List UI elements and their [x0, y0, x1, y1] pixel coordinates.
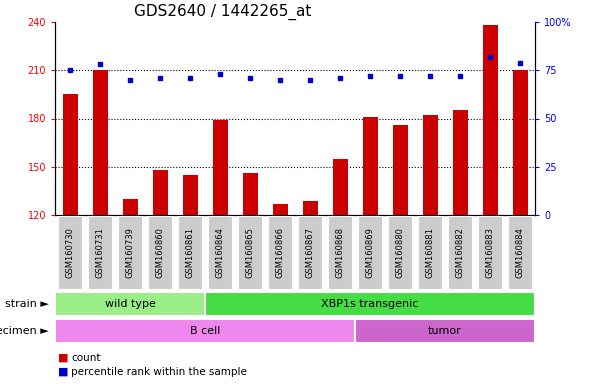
Text: GSM160864: GSM160864 — [216, 227, 225, 278]
Text: GSM160731: GSM160731 — [96, 227, 105, 278]
Text: strain ►: strain ► — [5, 299, 49, 309]
Bar — [483, 25, 498, 215]
FancyBboxPatch shape — [88, 216, 112, 289]
Text: XBP1s transgenic: XBP1s transgenic — [322, 299, 419, 309]
FancyBboxPatch shape — [355, 318, 535, 343]
Text: GSM160865: GSM160865 — [245, 227, 254, 278]
FancyBboxPatch shape — [267, 216, 292, 289]
Bar — [362, 117, 377, 215]
Bar — [332, 159, 347, 215]
Text: ■: ■ — [58, 367, 69, 377]
Bar — [513, 70, 528, 215]
FancyBboxPatch shape — [478, 216, 502, 289]
FancyBboxPatch shape — [508, 216, 532, 289]
Bar — [153, 170, 168, 215]
Text: GSM160739: GSM160739 — [126, 227, 135, 278]
Text: ■: ■ — [58, 353, 69, 363]
Text: GSM160883: GSM160883 — [486, 227, 495, 278]
Text: GDS2640 / 1442265_at: GDS2640 / 1442265_at — [134, 4, 312, 20]
Bar — [183, 175, 198, 215]
FancyBboxPatch shape — [55, 291, 205, 316]
FancyBboxPatch shape — [358, 216, 382, 289]
Bar — [242, 173, 257, 215]
Bar — [423, 115, 438, 215]
Bar — [453, 111, 468, 215]
Bar — [302, 200, 317, 215]
Text: tumor: tumor — [428, 326, 462, 336]
FancyBboxPatch shape — [238, 216, 262, 289]
FancyBboxPatch shape — [118, 216, 142, 289]
Text: count: count — [72, 353, 101, 363]
Text: GSM160881: GSM160881 — [426, 227, 435, 278]
Text: specimen ►: specimen ► — [0, 326, 49, 336]
Text: GSM160880: GSM160880 — [395, 227, 404, 278]
Text: GSM160860: GSM160860 — [156, 227, 165, 278]
FancyBboxPatch shape — [388, 216, 412, 289]
FancyBboxPatch shape — [55, 318, 355, 343]
FancyBboxPatch shape — [418, 216, 442, 289]
Text: GSM160730: GSM160730 — [66, 227, 75, 278]
Bar — [213, 120, 228, 215]
Text: GSM160884: GSM160884 — [516, 227, 525, 278]
FancyBboxPatch shape — [148, 216, 172, 289]
Text: GSM160869: GSM160869 — [365, 227, 374, 278]
FancyBboxPatch shape — [205, 291, 535, 316]
Bar — [93, 70, 108, 215]
Text: wild type: wild type — [105, 299, 156, 309]
Text: GSM160861: GSM160861 — [186, 227, 195, 278]
FancyBboxPatch shape — [208, 216, 233, 289]
Text: B cell: B cell — [190, 326, 220, 336]
FancyBboxPatch shape — [178, 216, 203, 289]
Text: percentile rank within the sample: percentile rank within the sample — [72, 367, 247, 377]
Text: GSM160867: GSM160867 — [305, 227, 314, 278]
Text: GSM160866: GSM160866 — [275, 227, 284, 278]
FancyBboxPatch shape — [297, 216, 322, 289]
Text: GSM160868: GSM160868 — [335, 227, 344, 278]
FancyBboxPatch shape — [448, 216, 472, 289]
Bar — [272, 204, 287, 215]
FancyBboxPatch shape — [58, 216, 82, 289]
Bar — [123, 199, 138, 215]
FancyBboxPatch shape — [328, 216, 352, 289]
Bar — [63, 94, 78, 215]
Bar — [392, 125, 407, 215]
Text: GSM160882: GSM160882 — [456, 227, 465, 278]
